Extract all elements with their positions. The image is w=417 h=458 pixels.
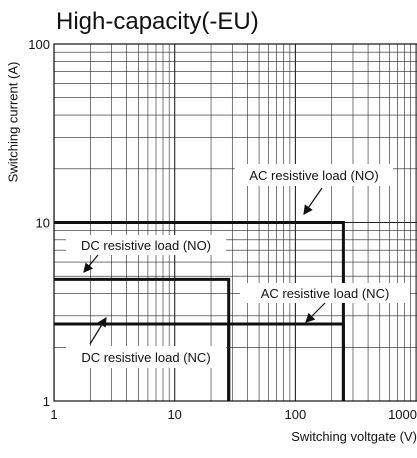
- y-tick-label: 1: [43, 394, 50, 409]
- x-axis-label: Switching voltgate (V): [291, 429, 417, 444]
- annotation-arrow: [83, 254, 99, 273]
- annotation-arrow: [89, 316, 107, 345]
- y-tick-label: 100: [28, 37, 50, 52]
- annotation-box: [66, 235, 226, 255]
- annotation-label: DC resistive load (NC): [81, 350, 210, 365]
- series-group: [54, 221, 345, 401]
- annotation-arrow: [303, 187, 323, 215]
- annotation-label: AC resistive load (NC): [261, 286, 390, 301]
- annotation-label: AC resistive load (NO): [249, 168, 378, 183]
- annotation-arrow: [305, 302, 326, 323]
- annotation-box: [240, 283, 410, 303]
- annotation-box: [235, 164, 393, 186]
- x-tick-label: 100: [285, 407, 307, 422]
- annotation-box: [66, 346, 226, 368]
- x-tick-label: 1000: [388, 407, 417, 422]
- series-line: [54, 322, 231, 401]
- chart-title: High-capacity(-EU): [56, 8, 259, 35]
- x-tick-label: 10: [167, 407, 181, 422]
- annotation-label: DC resistive load (NO): [81, 238, 211, 253]
- x-tick-label: 1: [50, 407, 57, 422]
- y-tick-label: 10: [36, 216, 50, 231]
- series-line: [54, 277, 231, 401]
